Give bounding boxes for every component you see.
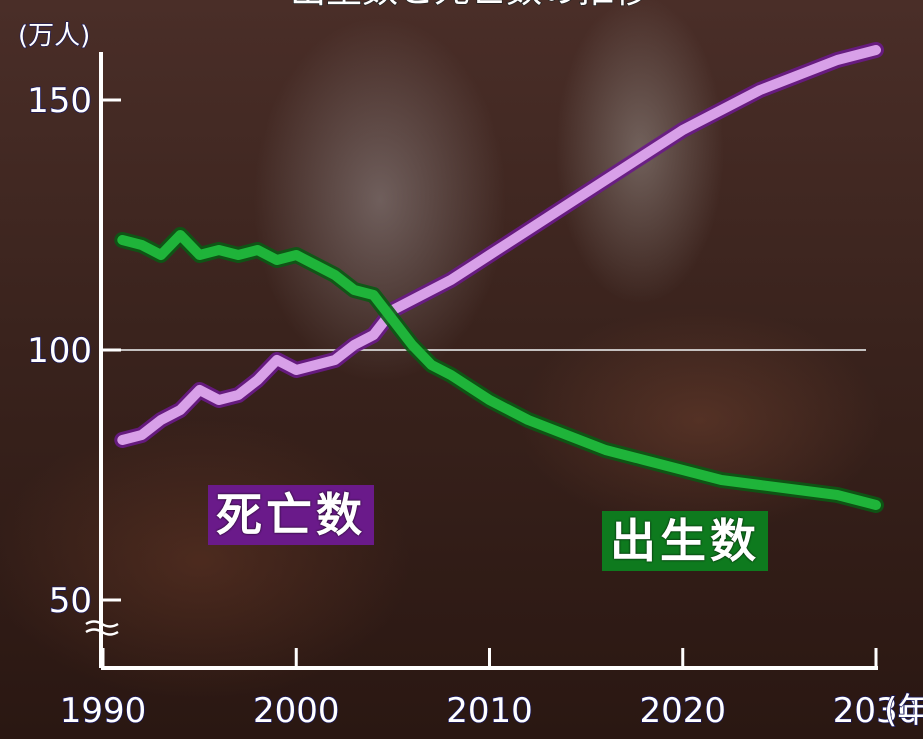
x-tick-label: 2030 [833, 691, 920, 731]
births-point [235, 252, 242, 258]
deaths-point [254, 377, 261, 383]
x-tick-label: 2000 [253, 691, 340, 731]
deaths-point [215, 397, 222, 403]
births-point [834, 492, 841, 498]
births-point [428, 362, 435, 368]
births-point [447, 372, 454, 378]
deaths-point [293, 367, 300, 373]
births-point [119, 237, 126, 243]
births-point [795, 487, 802, 493]
deaths-point [873, 47, 879, 53]
deaths-point [795, 72, 802, 78]
births-point [254, 247, 261, 253]
deaths-series-label: 死亡数 [208, 485, 374, 545]
deaths-point [119, 437, 126, 443]
births-point [679, 467, 686, 473]
births-point [331, 272, 338, 278]
births-point [215, 247, 222, 253]
axis-break-mark [85, 628, 119, 636]
deaths-point [273, 357, 280, 363]
births-point [409, 342, 416, 348]
births-point [873, 502, 879, 508]
deaths-point [525, 227, 532, 233]
deaths-point [834, 57, 841, 63]
deaths-point [331, 357, 338, 363]
x-unit-label: (年) [884, 691, 923, 731]
births-point [641, 457, 648, 463]
deaths-point [158, 417, 164, 423]
axes: 50 100 150 1990 2000 2010 2020 2030 [26, 52, 920, 732]
series-layer [114, 42, 884, 513]
deaths-point [428, 287, 435, 293]
deaths-point [486, 252, 493, 258]
y-tick-label: 100 [27, 331, 92, 371]
births-point [389, 317, 396, 323]
births-series-label: 出生数 [602, 511, 768, 571]
deaths-point [679, 127, 686, 133]
deaths-point [641, 152, 648, 158]
births-point [312, 262, 319, 268]
y-tick-label: 150 [27, 81, 92, 121]
x-tick-label: 2010 [446, 691, 533, 731]
deaths-point [563, 202, 570, 208]
deaths-point [718, 107, 725, 113]
deaths-point [409, 297, 416, 303]
births-point [177, 232, 184, 238]
deaths-point [447, 277, 454, 283]
births-point [158, 252, 164, 258]
births-point [757, 482, 763, 488]
births-point [293, 252, 300, 258]
y-tick-label: 50 [49, 581, 92, 621]
y-unit-label: (万人) [18, 21, 90, 51]
deaths-line [117, 45, 881, 445]
births-point [196, 252, 203, 258]
births-point [273, 257, 280, 263]
deaths-point [602, 177, 609, 183]
deaths-point [351, 342, 358, 348]
births-point [351, 287, 358, 293]
axis-break-mark [85, 620, 119, 628]
births-point [602, 447, 609, 453]
births-point [486, 397, 493, 403]
births-line [117, 230, 881, 510]
deaths-point [138, 432, 145, 438]
births-point [370, 292, 377, 298]
births-point [563, 432, 570, 438]
deaths-point [235, 392, 242, 398]
births-point [718, 477, 725, 483]
births-point [525, 417, 532, 423]
x-tick-label: 2020 [639, 691, 726, 731]
deaths-point [312, 362, 319, 368]
chart-title: 出生数と死亡数の推移 [290, 0, 650, 11]
x-tick-label: 1990 [60, 691, 147, 731]
deaths-point [177, 407, 184, 413]
births-point [138, 242, 145, 248]
deaths-point [196, 387, 203, 393]
births-line-outline [114, 227, 884, 513]
deaths-point [757, 87, 763, 93]
deaths-point [370, 332, 377, 338]
